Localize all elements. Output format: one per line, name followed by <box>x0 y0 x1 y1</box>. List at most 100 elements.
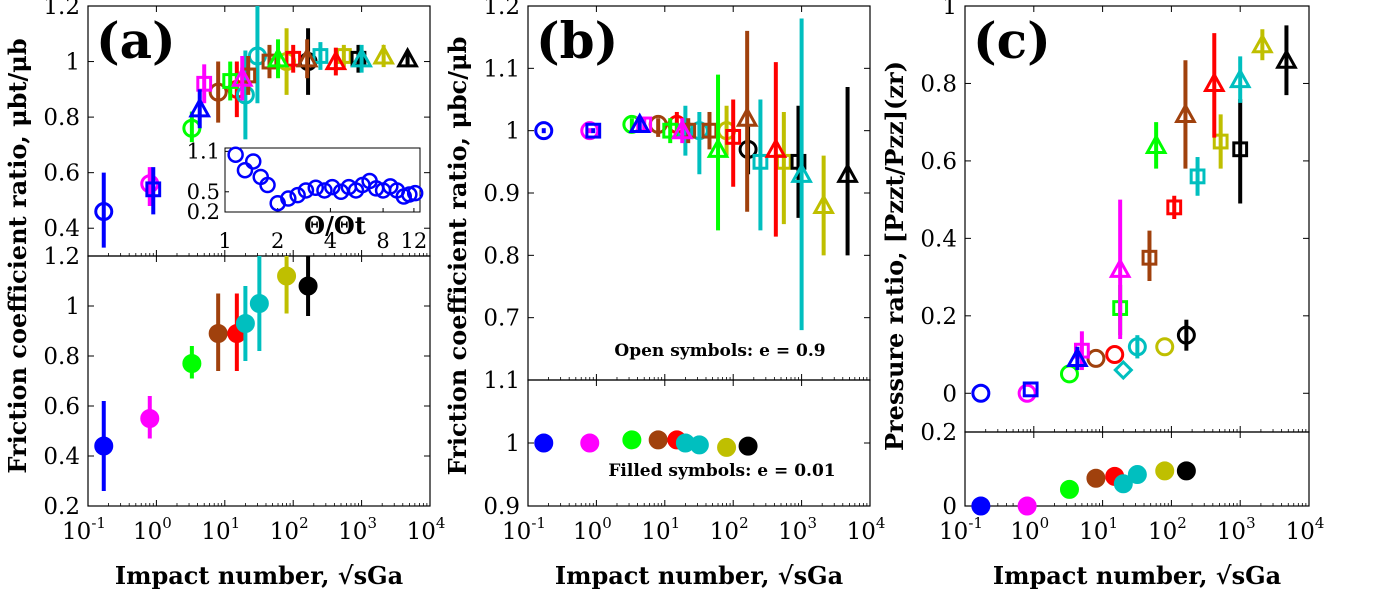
data-point <box>1155 337 1175 357</box>
x-axis-label: Impact number, √sGa <box>115 561 403 590</box>
data-point <box>1212 133 1229 150</box>
data-point <box>396 46 419 68</box>
data-point <box>534 433 554 453</box>
y-tick-label: 1 <box>65 50 80 76</box>
x-tick-label: 104 <box>1286 514 1325 545</box>
data-point <box>622 430 642 450</box>
inset-data-point <box>406 184 424 202</box>
y-tick-label: 0.4 <box>43 216 80 242</box>
panel-c: 0 0.2 0.4 0.6 0.8 1 0 0.2 10-1 100 101 102 103 104 (c)… <box>880 0 1324 590</box>
data-point <box>1022 381 1039 398</box>
y-axis-label: Friction coefficient ratio, μbt/μb <box>3 38 32 473</box>
data-point <box>1228 67 1252 89</box>
y-tick-label: 0.2 <box>920 420 957 446</box>
y-tick-label: 0.4 <box>920 226 957 252</box>
x-tick-label: 100 <box>573 514 612 545</box>
y-tick-label: 0.7 <box>483 306 520 332</box>
y-tick-label: 1.1 <box>483 368 520 394</box>
data-point <box>1176 461 1196 481</box>
y-tick-label: 0.9 <box>483 494 520 520</box>
y-tick-label: 1 <box>505 119 520 145</box>
panel-label: (b) <box>536 11 618 70</box>
data-point <box>706 137 730 158</box>
data-point <box>261 53 278 70</box>
y-tick-label: 1.1 <box>483 56 520 82</box>
panel-label: (a) <box>96 11 176 70</box>
data-point <box>689 121 709 141</box>
data-point <box>725 129 742 145</box>
data-point <box>752 153 769 170</box>
data-point <box>1059 364 1079 384</box>
data-point <box>717 437 737 457</box>
data-point <box>1127 465 1147 485</box>
data-point <box>277 266 297 286</box>
data-point <box>208 324 228 343</box>
data-point <box>701 122 718 139</box>
data-point <box>1202 71 1226 92</box>
data-point <box>1113 359 1134 381</box>
x-tick-label: 102 <box>710 514 749 545</box>
x-tick-label: 10-1 <box>939 514 983 545</box>
y-tick-label: 0.9 <box>483 181 520 207</box>
data-point <box>735 106 759 127</box>
filled-symbols-note: Filled symbols: e = 0.01 <box>608 461 835 481</box>
data-point <box>1251 32 1274 54</box>
data-point <box>790 162 813 183</box>
data-point <box>1086 348 1106 368</box>
x-tick-label: 101 <box>201 514 240 545</box>
y-tick-label: 0 <box>942 494 957 520</box>
data-point <box>648 430 668 450</box>
inset-x-tick-label: 1 <box>218 229 231 253</box>
x-axis-label: Impact number, √sGa <box>993 561 1281 590</box>
data-point <box>249 294 269 313</box>
data-point <box>295 46 319 68</box>
open-symbols-note: Open symbols: e = 0.9 <box>614 341 825 361</box>
data-point <box>534 121 554 141</box>
x-tick-label: 101 <box>1079 514 1118 545</box>
y-tick-label: 1 <box>65 294 80 320</box>
data-point <box>312 48 329 64</box>
inset-data-point <box>259 176 276 194</box>
x-tick-label: 102 <box>1148 514 1187 545</box>
data-point <box>1141 249 1158 266</box>
y-tick-label: 0.6 <box>920 149 957 175</box>
data-point <box>188 96 212 118</box>
y-tick-label: 0.8 <box>483 243 520 269</box>
inset-y-tick-label: 0.2 <box>187 200 220 224</box>
data-point <box>196 75 213 92</box>
data-point <box>738 436 758 456</box>
x-axis-label: Impact number, √sGa <box>555 561 843 590</box>
data-point <box>585 122 602 139</box>
inset-data-point <box>227 146 244 163</box>
y-axis-label: Friction coefficient ratio, μbc/μb <box>443 37 472 476</box>
data-point <box>580 433 600 453</box>
inset-data-point <box>244 153 262 170</box>
data-point <box>145 181 162 198</box>
y-tick-label: 1.2 <box>43 244 80 270</box>
x-tick-label: 104 <box>847 514 886 545</box>
inset-data-point <box>236 161 254 179</box>
data-point <box>1166 199 1183 216</box>
inset-data-point <box>307 179 325 196</box>
data-point <box>971 383 991 403</box>
inset-x-tick-label: 12 <box>401 229 428 253</box>
panel-a: 0.4 0.6 0.8 1 1.2 0.2 0.4 0.6 0.8 1 1.2 10-1 100 101 1… <box>3 0 445 590</box>
data-point <box>1059 479 1079 499</box>
data-point <box>298 276 318 296</box>
data-point <box>208 82 228 102</box>
y-axis-label: Pressure ratio, [Pzzt/Pzz](zr) <box>880 61 909 451</box>
data-point <box>1113 474 1133 494</box>
inset-data-point <box>297 182 315 199</box>
data-point <box>372 44 395 65</box>
inset-x-tick-label: 8 <box>376 229 389 253</box>
data-point <box>689 435 709 455</box>
x-tick-label: 103 <box>778 514 817 545</box>
y-tick-label: 0.8 <box>43 105 80 131</box>
panel-b: 0.7 0.8 0.9 1 1.1 1.2 0.9 1 1.1 10-1 100 101 102 103 1… <box>443 0 885 590</box>
y-tick-label: 0.6 <box>43 394 80 420</box>
x-tick-label: 10-1 <box>62 514 106 545</box>
x-tick-label: 103 <box>338 514 377 545</box>
data-point <box>971 496 991 516</box>
y-tick-label: 0 <box>942 381 957 407</box>
